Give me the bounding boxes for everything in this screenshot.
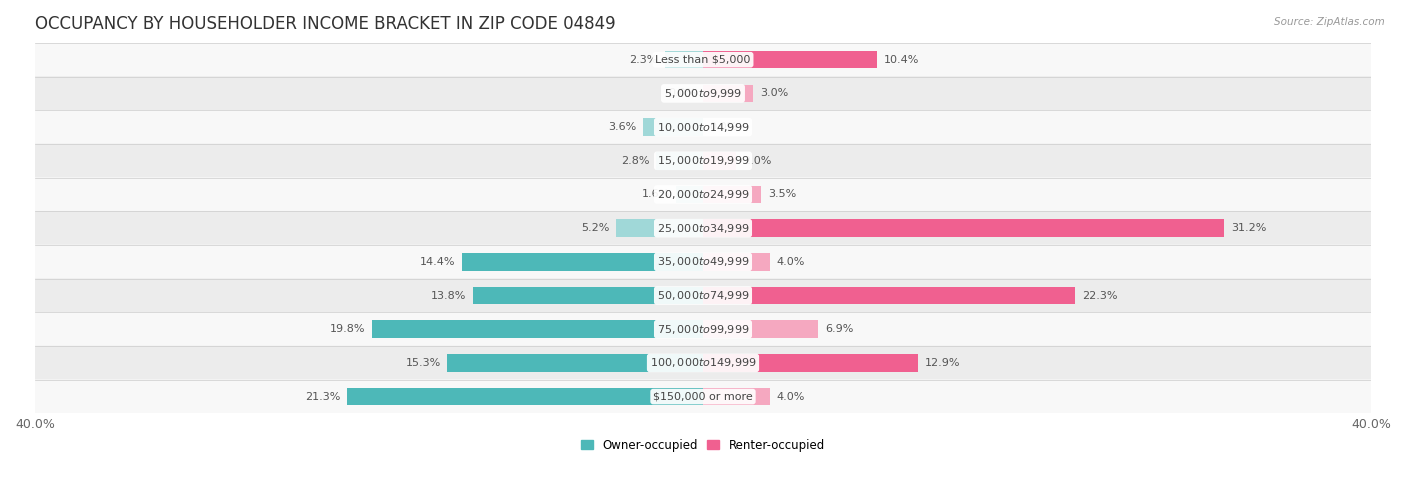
Text: 0.0%: 0.0% (710, 122, 738, 132)
Bar (703, 220, 1225, 237)
Bar (447, 354, 703, 372)
Text: 0.0%: 0.0% (668, 89, 696, 98)
Bar (703, 152, 737, 169)
Bar (676, 186, 703, 203)
Bar (373, 320, 703, 338)
Text: $25,000 to $34,999: $25,000 to $34,999 (657, 222, 749, 235)
Text: OCCUPANCY BY HOUSEHOLDER INCOME BRACKET IN ZIP CODE 04849: OCCUPANCY BY HOUSEHOLDER INCOME BRACKET … (35, 15, 616, 33)
FancyBboxPatch shape (35, 244, 1371, 279)
Bar (703, 51, 877, 69)
Text: 22.3%: 22.3% (1083, 291, 1118, 300)
Text: 4.0%: 4.0% (776, 257, 804, 267)
FancyBboxPatch shape (35, 76, 1371, 111)
Bar (472, 287, 703, 304)
Bar (703, 320, 818, 338)
Text: 6.9%: 6.9% (825, 324, 853, 334)
Bar (703, 85, 754, 102)
FancyBboxPatch shape (35, 42, 1371, 77)
FancyBboxPatch shape (35, 346, 1371, 380)
Text: Less than $5,000: Less than $5,000 (655, 55, 751, 65)
Text: 2.0%: 2.0% (744, 156, 772, 166)
Text: $10,000 to $14,999: $10,000 to $14,999 (657, 121, 749, 133)
Text: 15.3%: 15.3% (405, 358, 441, 368)
FancyBboxPatch shape (35, 110, 1371, 144)
Text: $150,000 or more: $150,000 or more (654, 392, 752, 402)
Bar (657, 152, 703, 169)
Bar (616, 220, 703, 237)
Text: $35,000 to $49,999: $35,000 to $49,999 (657, 255, 749, 268)
Text: 10.4%: 10.4% (883, 55, 918, 65)
Text: 2.3%: 2.3% (630, 55, 658, 65)
Bar (463, 253, 703, 271)
Text: $5,000 to $9,999: $5,000 to $9,999 (664, 87, 742, 100)
Text: 14.4%: 14.4% (420, 257, 456, 267)
Text: $50,000 to $74,999: $50,000 to $74,999 (657, 289, 749, 302)
Bar (665, 51, 703, 69)
Text: 31.2%: 31.2% (1230, 223, 1267, 233)
Text: $15,000 to $19,999: $15,000 to $19,999 (657, 154, 749, 168)
FancyBboxPatch shape (35, 144, 1371, 178)
Text: 3.6%: 3.6% (607, 122, 636, 132)
Text: 13.8%: 13.8% (430, 291, 465, 300)
Legend: Owner-occupied, Renter-occupied: Owner-occupied, Renter-occupied (581, 439, 825, 452)
Text: 12.9%: 12.9% (925, 358, 960, 368)
Text: 5.2%: 5.2% (581, 223, 609, 233)
FancyBboxPatch shape (35, 379, 1371, 414)
FancyBboxPatch shape (35, 177, 1371, 212)
Text: 3.0%: 3.0% (759, 89, 787, 98)
Bar (703, 253, 770, 271)
Text: $100,000 to $149,999: $100,000 to $149,999 (650, 356, 756, 370)
Bar (703, 354, 918, 372)
Text: 2.8%: 2.8% (621, 156, 650, 166)
Bar (643, 118, 703, 136)
Text: Source: ZipAtlas.com: Source: ZipAtlas.com (1274, 17, 1385, 27)
Text: $75,000 to $99,999: $75,000 to $99,999 (657, 323, 749, 336)
Bar (703, 186, 762, 203)
Text: 19.8%: 19.8% (330, 324, 366, 334)
Text: 1.6%: 1.6% (641, 189, 669, 200)
FancyBboxPatch shape (35, 279, 1371, 313)
Text: 3.5%: 3.5% (768, 189, 796, 200)
Text: 4.0%: 4.0% (776, 392, 804, 402)
FancyBboxPatch shape (35, 211, 1371, 245)
Text: $20,000 to $24,999: $20,000 to $24,999 (657, 188, 749, 201)
Bar (347, 388, 703, 405)
Bar (703, 388, 770, 405)
FancyBboxPatch shape (35, 312, 1371, 346)
Bar (703, 287, 1076, 304)
Text: 21.3%: 21.3% (305, 392, 340, 402)
